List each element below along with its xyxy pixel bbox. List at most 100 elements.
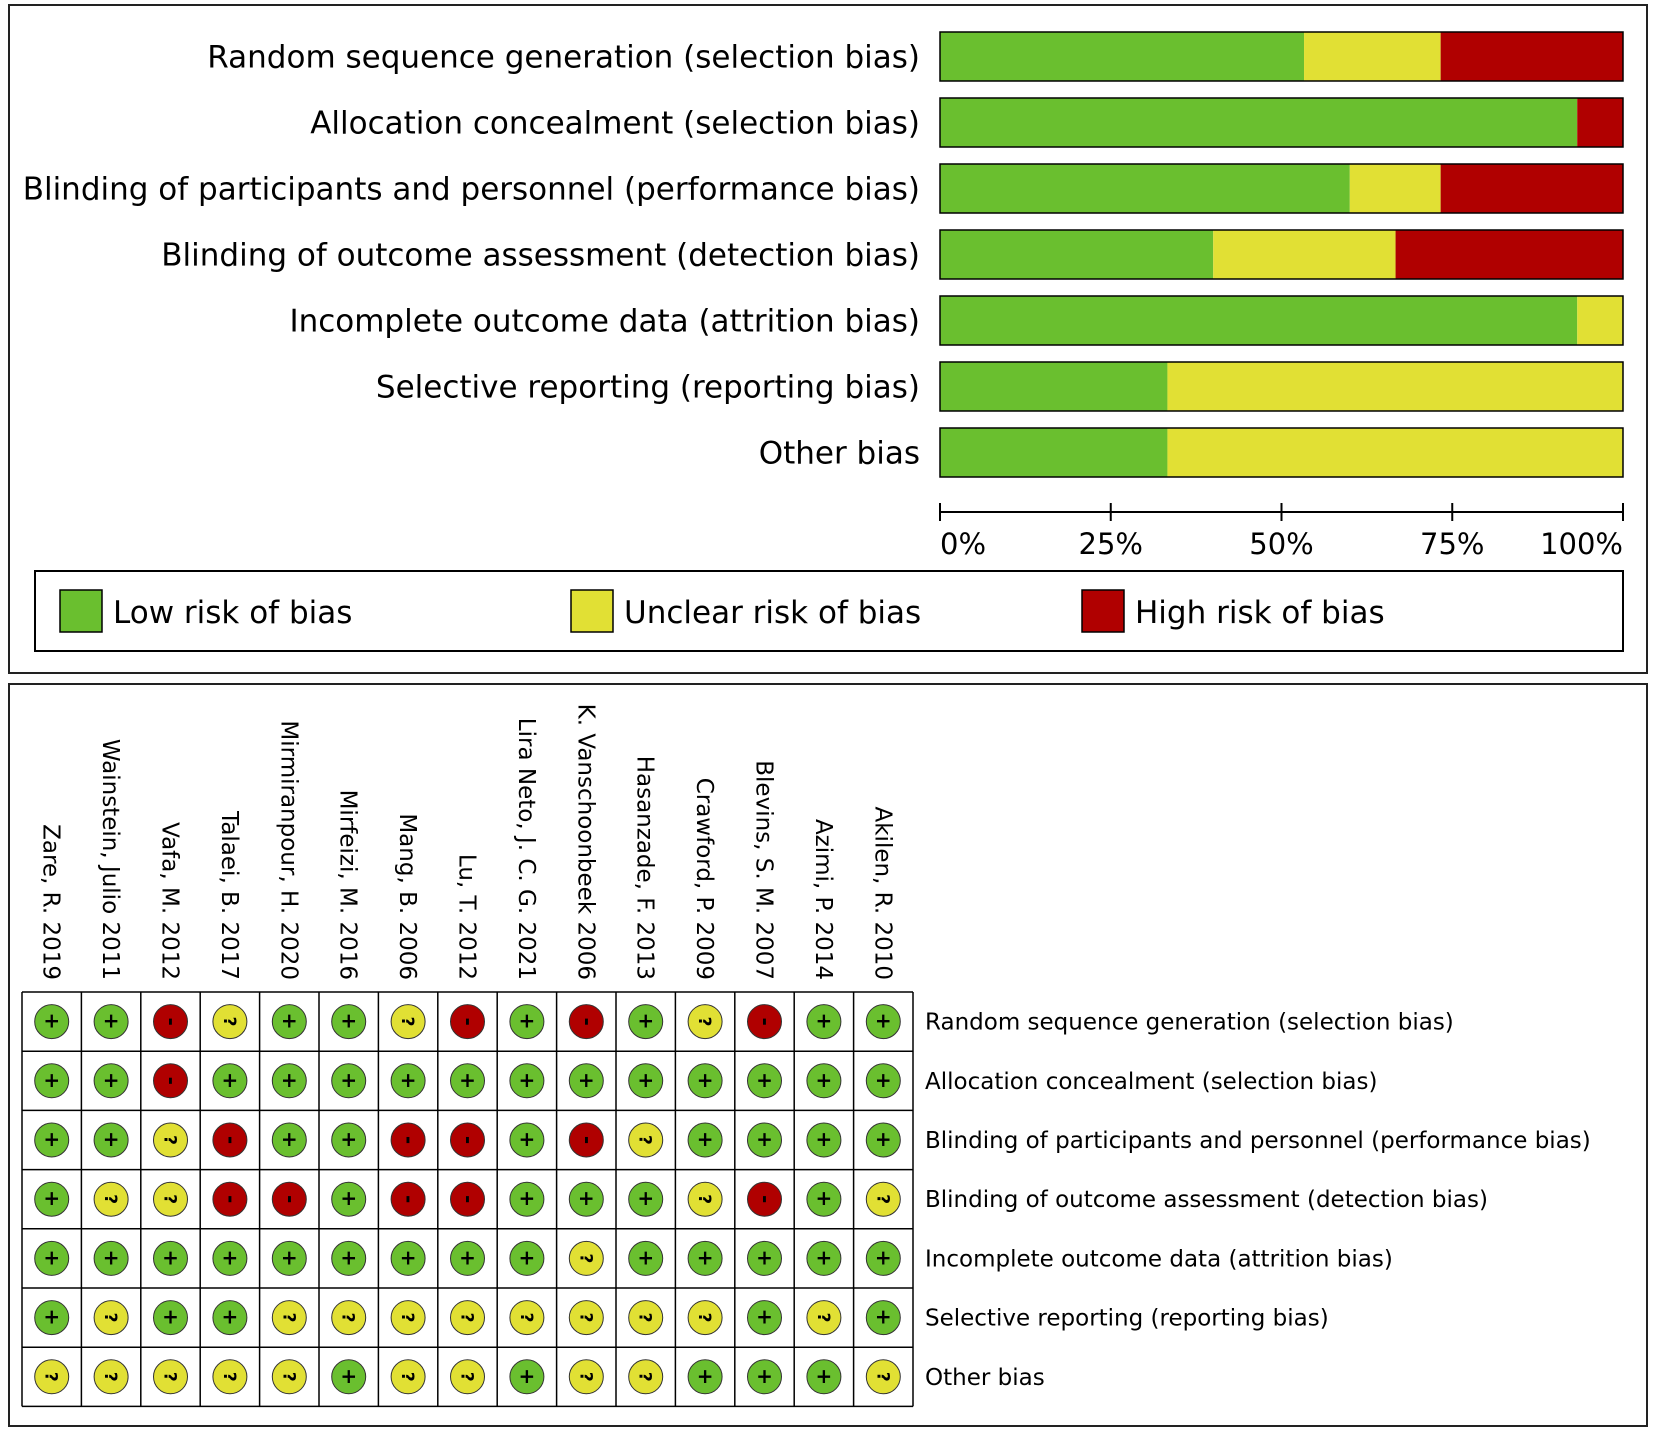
unclear-risk-icon: ?	[450, 1300, 485, 1336]
low-risk-icon: +	[747, 1359, 782, 1395]
low-risk-icon: +	[628, 1063, 664, 1099]
low-risk-icon: +	[687, 1359, 723, 1395]
low-risk-icon: +	[865, 1063, 901, 1099]
judgement-symbol: +	[43, 1186, 60, 1210]
judgement-symbol: -	[219, 1195, 243, 1203]
judgement-symbol: +	[400, 1068, 417, 1092]
judgement-symbol: ?	[813, 1313, 833, 1323]
judgement-symbol: -	[397, 1195, 421, 1203]
low-risk-icon: +	[331, 1359, 367, 1395]
low-risk-icon: +	[628, 1181, 664, 1217]
bar-segment-low-risk-of-bias	[940, 164, 1350, 213]
judgement-symbol: +	[222, 1305, 239, 1329]
domain-label: Allocation concealment (selection bias)	[925, 1069, 1377, 1095]
unclear-risk-icon: ?	[390, 1004, 426, 1040]
low-risk-icon: +	[806, 1063, 842, 1099]
judgement-symbol: +	[162, 1245, 179, 1269]
domain-label: Blinding of outcome assessment (detectio…	[925, 1187, 1488, 1213]
judgement-symbol: +	[816, 1364, 833, 1388]
judgement-symbol: ?	[397, 1372, 417, 1382]
low-risk-icon: +	[450, 1063, 485, 1099]
judgement-symbol: +	[519, 1245, 536, 1269]
low-risk-icon: +	[34, 1004, 70, 1040]
judgement-symbol: +	[519, 1127, 536, 1151]
low-risk-icon: +	[687, 1240, 723, 1276]
unclear-risk-icon: ?	[34, 1359, 70, 1395]
low-risk-icon: +	[865, 1300, 901, 1336]
x-tick-label: 0%	[940, 527, 986, 561]
judgement-symbol: -	[457, 1136, 481, 1144]
judgement-symbol: +	[103, 1127, 120, 1151]
judgement-symbol: -	[219, 1136, 243, 1144]
judgement-symbol: +	[43, 1068, 60, 1092]
judgement-symbol: ?	[575, 1313, 595, 1323]
category-label: Incomplete outcome data (attrition bias)	[289, 304, 920, 340]
legend-swatch	[59, 589, 103, 633]
unclear-risk-icon: ?	[153, 1181, 188, 1217]
judgement-symbol: +	[519, 1068, 536, 1092]
judgement-symbol: +	[637, 1068, 654, 1092]
judgement-symbol: ?	[635, 1372, 655, 1382]
judgement-symbol: +	[340, 1245, 357, 1269]
judgement-symbol: +	[162, 1305, 179, 1329]
unclear-risk-icon: ?	[568, 1300, 604, 1336]
study-label: Lira Neto, J. C. G. 2021	[513, 718, 539, 980]
low-risk-icon: +	[865, 1240, 901, 1276]
judgement-symbol: -	[160, 1017, 184, 1025]
legend-box	[34, 570, 1624, 652]
judgement-symbol: +	[43, 1009, 60, 1033]
judgement-symbol: -	[754, 1017, 778, 1025]
judgement-symbol: +	[578, 1068, 595, 1092]
judgement-symbol: ?	[457, 1372, 477, 1382]
judgement-symbol: +	[816, 1068, 833, 1092]
low-risk-icon: +	[806, 1122, 842, 1158]
bar-outline	[939, 295, 1624, 346]
bar-segment-low-risk-of-bias	[940, 230, 1214, 279]
low-risk-icon: +	[212, 1300, 248, 1336]
domain-label: Other bias	[925, 1365, 1045, 1391]
judgement-symbol: -	[160, 1077, 184, 1085]
low-risk-icon: +	[93, 1122, 129, 1158]
bar-segment-low-risk-of-bias	[940, 362, 1168, 411]
high-risk-icon: -	[390, 1181, 426, 1217]
x-tick-label: 50%	[1249, 527, 1313, 561]
low-risk-icon: +	[331, 1063, 367, 1099]
judgement-symbol: ?	[694, 1313, 714, 1323]
judgement-symbol: +	[756, 1127, 773, 1151]
domain-label: Incomplete outcome data (attrition bias)	[925, 1246, 1393, 1272]
judgement-symbol: +	[281, 1009, 298, 1033]
judgement-symbol: ?	[160, 1372, 180, 1382]
bar-segment-unclear-risk-of-bias	[1213, 230, 1396, 279]
judgement-symbol: +	[875, 1068, 892, 1092]
low-risk-icon: +	[153, 1240, 188, 1276]
category-label: Selective reporting (reporting bias)	[376, 370, 920, 406]
low-risk-icon: +	[747, 1240, 782, 1276]
unclear-risk-icon: ?	[271, 1300, 307, 1336]
low-risk-icon: +	[34, 1181, 70, 1217]
low-risk-icon: +	[687, 1122, 723, 1158]
study-label: Wainstein, Julio 2011	[97, 739, 123, 980]
low-risk-icon: +	[747, 1300, 782, 1336]
low-risk-icon: +	[212, 1240, 248, 1276]
unclear-risk-icon: ?	[687, 1300, 723, 1336]
bar-segment-high-risk-of-bias	[1395, 230, 1623, 279]
judgement-symbol: +	[281, 1068, 298, 1092]
judgement-symbol: ?	[100, 1313, 120, 1323]
judgement-symbol: ?	[575, 1372, 595, 1382]
low-risk-icon: +	[153, 1300, 188, 1336]
judgement-symbol: +	[459, 1245, 476, 1269]
bar-segment-low-risk-of-bias	[940, 98, 1578, 147]
judgement-symbol: +	[340, 1186, 357, 1210]
judgement-symbol: +	[43, 1305, 60, 1329]
bar-outline	[939, 163, 1624, 214]
high-risk-icon: -	[450, 1004, 485, 1040]
low-risk-icon: +	[687, 1063, 723, 1099]
unclear-risk-icon: ?	[568, 1359, 604, 1395]
judgement-symbol: ?	[694, 1194, 714, 1204]
judgement-symbol: ?	[516, 1313, 536, 1323]
low-risk-icon: +	[628, 1240, 664, 1276]
low-risk-icon: +	[509, 1122, 545, 1158]
judgement-symbol: +	[816, 1009, 833, 1033]
low-risk-icon: +	[212, 1063, 248, 1099]
low-risk-icon: +	[34, 1063, 70, 1099]
